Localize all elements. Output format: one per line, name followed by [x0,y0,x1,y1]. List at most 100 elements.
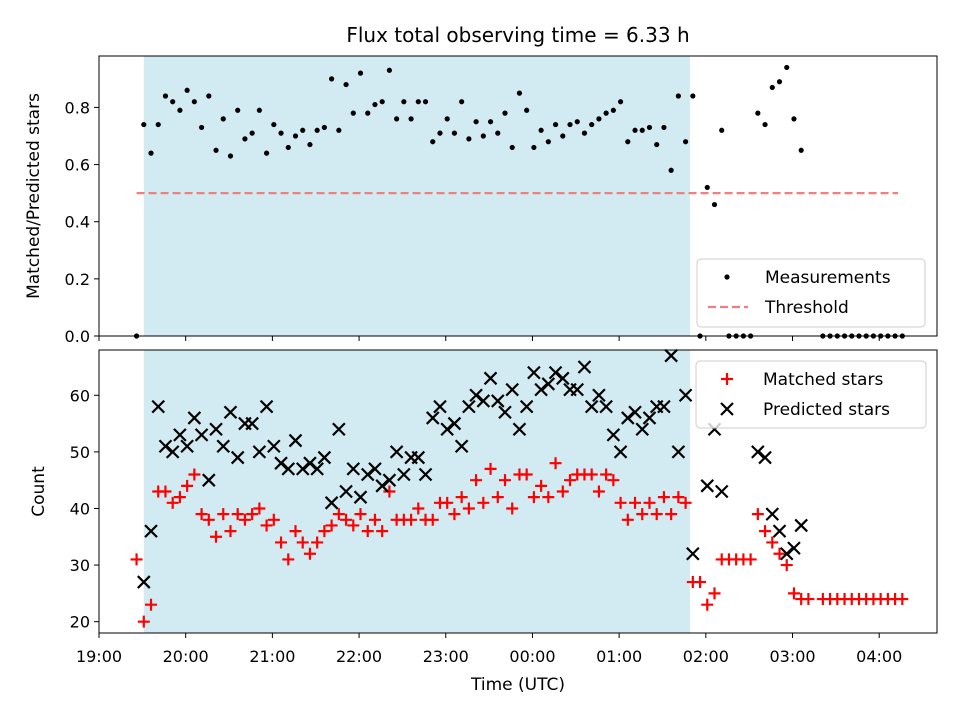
predicted-star-point [772,524,787,538]
predicted-star-point [310,462,324,476]
predicted-star-point [375,479,389,493]
matched-star-point [527,491,540,504]
matched-star-point [188,468,201,481]
matched-star-point [340,513,353,526]
ratio-legend: Measurements Threshold [696,258,926,328]
chart-title: Flux total observing time = 6.33 h [346,23,689,47]
predicted-star-point [274,456,288,470]
measurement-point [603,110,609,116]
measurement-point [162,93,169,99]
predicted-star-point [541,377,556,391]
ratio-y-axis-label: Matched/Predicted stars [24,93,44,299]
time-x-tick-label: 22:00 [336,647,382,666]
matched-star-point [231,508,244,521]
measurement-point [170,99,176,105]
matched-star-point [260,519,273,532]
predicted-star-point [751,445,765,459]
predicted-star-point [592,388,606,403]
matched-star-point [708,587,721,600]
measurement-point [711,201,718,208]
matched-star-point [318,525,331,538]
predicted-star-point [454,439,469,453]
predicted-star-point [144,524,158,538]
predicted-star-point [469,388,483,403]
predicted-star-point [267,439,281,453]
predicted-star-point [397,467,411,482]
predicted-star-point [288,433,303,448]
predicted-star-point [787,541,801,555]
legend-measurements-marker [724,274,730,280]
measurement-point [329,76,335,82]
predicted-star-point [223,405,238,420]
measurement-point [415,99,421,105]
count-y-tick-label: 50 [70,443,90,462]
matched-star-point [759,525,772,538]
predicted-star-point [440,422,454,437]
predicted-star-point [151,399,166,414]
matched-star-point [650,508,663,521]
matched-star-point [275,536,288,549]
predicted-star-point [628,405,642,420]
count-legend: Matched stars Predicted stars [695,360,927,429]
measurement-point [509,144,515,151]
measurement-point [227,153,234,159]
predicted-star-point [584,399,599,414]
measurement-point [321,124,327,131]
matched-star-point [253,502,266,515]
predicted-star-point [779,546,794,561]
matched-star-point [361,525,374,538]
matched-star-point [665,508,678,521]
predicted-star-point [527,365,541,380]
measurement-point [264,150,270,156]
measurement-point [350,110,356,116]
matched-star-point [629,496,642,509]
matched-star-point [701,598,714,611]
ratio-y-tick-label: 0.2 [65,270,90,289]
measurement-point [538,127,544,133]
legend-box-bottom [695,360,927,429]
measurement-point [314,127,320,133]
predicted-star-point [447,416,462,431]
measurement-point [531,144,537,151]
measurement-point [422,99,429,105]
measurement-point [762,121,768,128]
measurement-point [155,121,161,128]
measurement-point [148,150,154,156]
matched-star-point [195,508,208,521]
legend-matched-marker [721,373,733,385]
predicted-star-point [505,382,519,397]
measurement-point [654,141,660,148]
count-y-tick-label: 20 [70,613,90,632]
time-x-tick-label: 01:00 [596,647,642,666]
matched-star-point [246,508,259,521]
measurement-point [256,107,262,113]
matched-star-point [217,508,230,521]
ratio-y-tick-label: 0.0 [65,327,90,346]
matched-star-point [498,474,511,487]
matched-star-point [455,491,468,504]
matched-star-point [347,519,360,532]
measurement-point [300,127,306,133]
measurement-point [581,130,588,136]
predicted-star-point [281,462,296,476]
time-x-tick-label: 23:00 [423,647,469,666]
predicted-star-point [758,450,772,465]
predicted-star-point [158,439,173,453]
measurement-points [133,64,905,339]
predicted-star-point [209,422,223,437]
measurement-point [141,121,147,128]
matched-star-point [267,513,280,526]
predicted-star-point [165,445,180,459]
matched-star-point [166,496,179,509]
matched-star-point [282,553,295,566]
count-panel: 20 30 40 50 60 19:00 20:00 21:00 22:00 23:00 00:00… [29,348,938,695]
predicted-star-point [686,546,700,561]
measurement-point [437,130,443,136]
measurement-point [769,84,775,91]
matched-star-point [607,474,620,487]
measurement-point [249,130,255,136]
matched-star-point [672,491,685,504]
predicted-star-point [599,399,613,414]
matched-star-point [311,536,324,549]
predicted-star-point [490,394,505,408]
